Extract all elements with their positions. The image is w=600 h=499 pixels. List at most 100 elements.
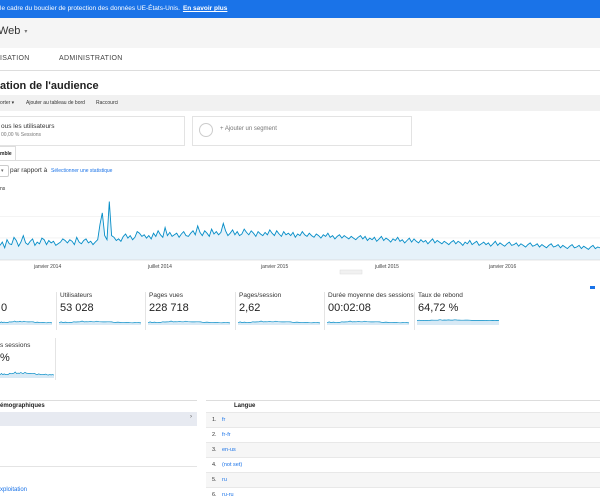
demographics-selected-row[interactable] <box>0 412 197 426</box>
sessions-line-chart[interactable]: janvier 2014 juillet 2014 janvier 2015 juil… <box>0 190 600 275</box>
tab-overview[interactable]: mble <box>0 146 16 161</box>
metric-value: 2,62 <box>239 302 261 314</box>
banner-learn-more-link[interactable]: En savoir plus <box>182 5 228 12</box>
metric-divider <box>235 292 236 330</box>
tab-reporting[interactable]: ISATION <box>0 55 30 62</box>
sparkline-line <box>59 320 141 324</box>
x-tick-label: janvier 2016 <box>488 264 516 270</box>
exploitation-link[interactable]: xploitation <box>0 487 28 493</box>
table-row[interactable]: 4. (not set) <box>206 457 600 472</box>
legend-swatch <box>590 286 595 289</box>
row-index: 1. <box>212 417 217 423</box>
shortcut-button[interactable]: Raccourci <box>96 100 119 106</box>
sparkline-line <box>0 371 54 376</box>
table-row[interactable]: 5. ru <box>206 472 600 487</box>
chart-series-label: ns <box>0 186 6 192</box>
page-title: ation de l'audience <box>0 80 99 92</box>
metric-sparkline <box>327 320 409 325</box>
privacy-banner: le cadre du bouclier de protection des d… <box>0 0 600 18</box>
row-index: 3. <box>212 447 217 453</box>
segment-name: ous les utilisateurs <box>1 123 55 130</box>
metric-value: 00:02:08 <box>328 302 371 314</box>
tab-administration[interactable]: ADMINISTRATION <box>59 55 123 62</box>
metric-value: % <box>0 352 10 364</box>
language-link[interactable]: ru-ru <box>222 492 234 498</box>
language-table-title: Langue <box>234 403 256 409</box>
add-segment-label: + Ajouter un segment <box>220 126 277 132</box>
row-index: 2. <box>212 432 217 438</box>
metric-label: Utilisateurs <box>60 292 93 299</box>
add-to-dashboard-button[interactable]: Ajouter au tableau de bord <box>26 100 85 106</box>
x-tick-label: juillet 2014 <box>147 264 172 270</box>
chart-series-line <box>0 201 600 250</box>
header-bar: Web ▾ <box>0 18 600 48</box>
chart-range-handle <box>339 269 363 275</box>
x-tick-label: juillet 2015 <box>374 264 399 270</box>
export-button[interactable]: orter ▾ <box>0 100 15 106</box>
metric-label: Durée moyenne des sessions <box>328 292 414 299</box>
metric-tile[interactable]: Pages vues 228 718 <box>148 290 234 335</box>
chart-area <box>0 201 600 260</box>
sparkline-line <box>238 320 320 324</box>
chevron-down-icon: ▾ <box>24 28 28 35</box>
select-statistic-link[interactable]: Sélectionner une statistique <box>51 168 113 174</box>
metric-value: 64,72 % <box>418 302 459 314</box>
metric-sparkline <box>0 371 54 378</box>
metric-tile[interactable]: Taux de rebond 64,72 % <box>417 290 503 335</box>
metric-tile[interactable]: Utilisateurs 53 028 <box>59 290 145 335</box>
metric-divider <box>414 292 415 330</box>
chevron-down-icon: ▾ <box>1 168 4 174</box>
metric-sparkline <box>417 319 499 325</box>
language-link[interactable]: fr-fr <box>222 432 231 438</box>
metric-divider <box>324 292 325 330</box>
sparkline-area <box>417 319 499 325</box>
table-row[interactable]: 6. ru-ru <box>206 487 600 499</box>
compare-label: par rapport à <box>10 167 48 174</box>
language-link[interactable]: ru <box>222 477 227 483</box>
language-link[interactable]: (not set) <box>222 462 243 468</box>
table-row[interactable]: 1. fr <box>206 412 600 427</box>
language-link[interactable]: fr <box>222 417 226 423</box>
report-toolbar: orter ▾ Ajouter au tableau de bord Racco… <box>0 95 600 111</box>
view-name: Web <box>0 25 21 37</box>
metric-tile[interactable]: Durée moyenne des sessions 00:02:08 <box>327 290 414 335</box>
chevron-right-icon: › <box>190 414 192 420</box>
top-nav: ISATION ADMINISTRATION <box>0 48 600 71</box>
row-index: 5. <box>212 477 217 483</box>
metric-tile[interactable]: Pages/session 2,62 <box>238 290 324 335</box>
divider <box>0 400 197 401</box>
x-tick-label: janvier 2014 <box>33 264 61 270</box>
sparkline-line <box>148 320 230 324</box>
segment-percentage: 00,00 % Sessions <box>1 132 42 138</box>
metric-sparkline <box>0 320 52 325</box>
divider <box>0 466 197 467</box>
metric-tile[interactable]: 0 <box>0 290 56 335</box>
metric-sessions-pct[interactable]: s sessions % <box>0 338 56 380</box>
view-selector[interactable]: Web ▾ <box>0 25 27 37</box>
metric-label: s sessions <box>0 342 31 349</box>
metric-label: Pages vues <box>149 292 183 299</box>
add-segment-card[interactable]: + Ajouter un segment <box>192 116 412 146</box>
metric-label: Taux de rebond <box>418 292 463 299</box>
metric-sparkline <box>238 320 320 325</box>
metric-sparkline <box>148 320 230 325</box>
metric-value: 0 <box>1 302 8 314</box>
table-row[interactable]: 2. fr-fr <box>206 427 600 442</box>
tab-divider <box>0 160 600 161</box>
metric-divider <box>56 292 57 330</box>
banner-text: le cadre du bouclier de protection des d… <box>0 5 180 12</box>
metric-value: 228 718 <box>149 302 189 314</box>
metric-label: Pages/session <box>239 292 282 299</box>
x-tick-label: janvier 2015 <box>260 264 288 270</box>
metric-value: 53 028 <box>60 302 94 314</box>
language-link[interactable]: en-us <box>222 447 236 453</box>
segment-all-users[interactable]: ous les utilisateurs 00,00 % Sessions <box>0 116 185 146</box>
row-index: 6. <box>212 492 217 498</box>
row-index: 4. <box>212 462 217 468</box>
metric-divider <box>145 292 146 330</box>
add-segment-circle-icon <box>199 123 213 137</box>
metric-sparkline <box>59 320 141 325</box>
sparkline-line <box>327 320 409 324</box>
table-row[interactable]: 3. en-us <box>206 442 600 457</box>
metric-selector[interactable] <box>0 165 9 177</box>
